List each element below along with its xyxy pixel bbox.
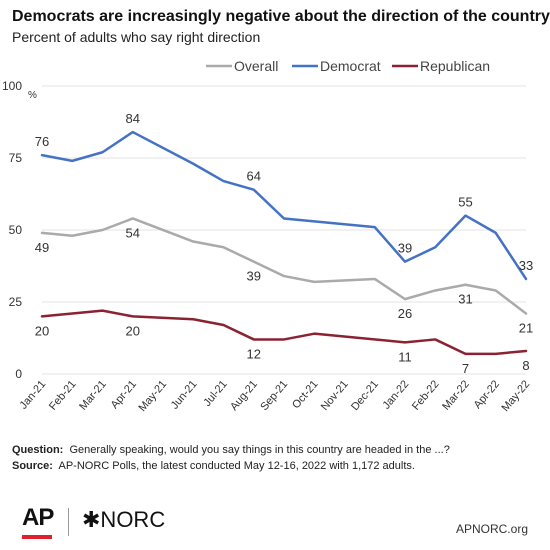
x-tick-label: Mar-22 (440, 378, 472, 412)
logo-divider (68, 508, 69, 536)
y-tick-label: 50 (9, 223, 23, 237)
data-label-democrat: 39 (398, 241, 412, 256)
x-tick-label: Apr-22 (472, 378, 502, 411)
x-tick-label: May-21 (137, 378, 170, 414)
series-line-democrat (40, 130, 528, 281)
source-text: AP-NORC Polls, the latest conducted May … (58, 460, 415, 472)
source-footnote: Source: AP-NORC Polls, the latest conduc… (12, 460, 415, 472)
x-tick-label: Jan-21 (17, 378, 48, 411)
ap-logo-accent (22, 535, 52, 539)
y-axis-label: % (28, 90, 37, 101)
y-tick-label: 25 (9, 295, 23, 309)
x-tick-label: Aug-21 (228, 378, 260, 413)
legend-label-democrat: Democrat (320, 58, 381, 74)
question-label: Question: (12, 444, 64, 456)
x-tick-label: Sep-21 (258, 378, 290, 413)
data-label-democrat: 76 (35, 134, 49, 149)
data-label-republican: 20 (35, 323, 49, 338)
data-label-overall: 21 (519, 321, 533, 336)
y-tick-label: 100 (2, 79, 22, 93)
data-label-overall: 39 (247, 269, 261, 284)
x-tick-label: Jul-21 (201, 378, 229, 409)
norc-logo: ✱NORC (82, 507, 166, 532)
x-tick-label: Apr-21 (109, 378, 139, 411)
data-label-republican: 11 (398, 349, 412, 364)
data-label-democrat: 55 (458, 195, 472, 210)
data-label-democrat: 84 (126, 111, 140, 126)
x-tick-label: Feb-22 (410, 378, 442, 412)
data-label-overall: 31 (458, 292, 472, 307)
legend-label-overall: Overall (234, 58, 278, 74)
source-label: Source: (12, 460, 53, 472)
y-tick-label: 75 (9, 151, 23, 165)
data-label-overall: 49 (35, 240, 49, 255)
x-tick-label: May-22 (500, 378, 533, 414)
site-link[interactable]: APNORC.org (455, 522, 528, 536)
series-line-republican (40, 309, 528, 356)
data-label-democrat: 33 (519, 258, 533, 273)
data-label-republican: 20 (126, 323, 140, 338)
x-tick-label: Jan-22 (380, 378, 411, 411)
x-tick-label: Feb-21 (47, 378, 79, 412)
question-text: Generally speaking, would you say things… (69, 444, 450, 456)
x-tick-label: Mar-21 (77, 378, 109, 412)
data-label-democrat: 64 (247, 169, 261, 184)
data-label-republican: 12 (247, 346, 261, 361)
x-tick-label: Nov-21 (319, 378, 351, 413)
x-tick-label: Jun-21 (169, 378, 200, 411)
data-label-overall: 26 (398, 306, 412, 321)
data-label-republican: 8 (522, 358, 529, 373)
data-label-overall: 54 (126, 225, 140, 240)
x-tick-label: Dec-21 (349, 378, 381, 413)
chart-title: Democrats are increasingly negative abou… (12, 8, 550, 25)
series-line-overall (40, 217, 528, 315)
ap-logo: AP (22, 504, 54, 531)
x-tick-label: Oct-21 (290, 378, 320, 411)
question-footnote: Question: Generally speaking, would you … (12, 444, 450, 456)
chart-subtitle: Percent of adults who say right directio… (12, 29, 261, 45)
y-tick-label: 0 (15, 367, 22, 381)
legend-label-republican: Republican (420, 58, 490, 74)
data-label-republican: 7 (462, 361, 469, 376)
